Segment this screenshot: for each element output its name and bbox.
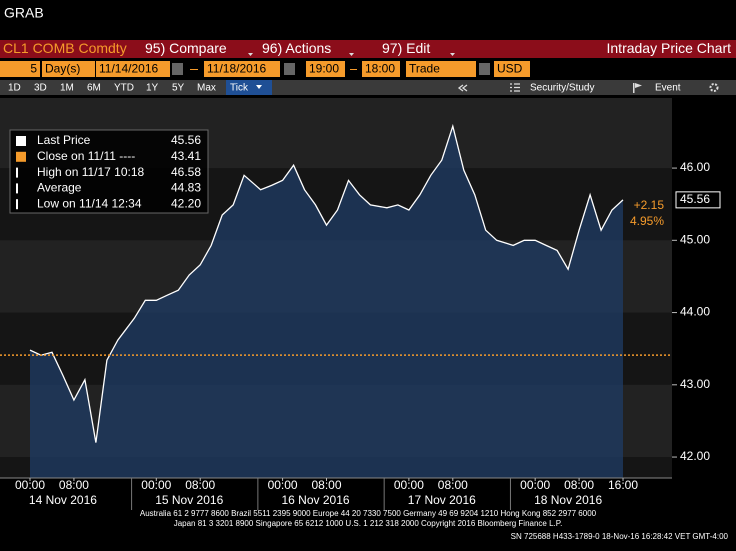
- ticker[interactable]: CL1 COMB Comdty: [3, 40, 127, 56]
- range-button[interactable]: Max: [197, 83, 216, 94]
- area: [30, 126, 623, 478]
- legend-swatch: [16, 183, 18, 194]
- legend-value: 46.58: [171, 165, 201, 179]
- y-tick-label: 46.00: [680, 160, 710, 174]
- y-tick-label: 43.00: [680, 377, 710, 391]
- field-field[interactable]: Trade: [409, 62, 440, 76]
- legend-label: Close on 11/11 ----: [37, 149, 135, 163]
- tool-button[interactable]: Event: [655, 83, 681, 94]
- range-button[interactable]: Tick: [230, 83, 249, 94]
- field-from[interactable]: 19:00: [309, 62, 339, 76]
- y-tick-label: 45.00: [680, 232, 710, 246]
- settings-icon[interactable]: [709, 83, 719, 92]
- legend-value: 45.56: [171, 133, 201, 147]
- legend-box: [9, 129, 209, 214]
- icons: [248, 53, 719, 93]
- dropdown-arrow: [248, 53, 253, 56]
- legend-swatch: [16, 167, 18, 178]
- last-price-label: 45.56: [680, 192, 710, 206]
- x-group-label: 14 Nov 2016: [29, 493, 97, 507]
- legend-swatch: [16, 151, 26, 162]
- flag-icon: [635, 83, 642, 88]
- x-tick-label: 08:00: [59, 478, 89, 492]
- legend-label: High on 11/17 10:18: [37, 165, 145, 179]
- range-button[interactable]: 1D: [8, 83, 21, 94]
- legend-swatch: [16, 136, 26, 146]
- range-button[interactable]: 3D: [34, 83, 47, 94]
- dropdown-arrow: [450, 53, 455, 56]
- field-box[interactable]: [406, 61, 476, 77]
- field-end[interactable]: 11/18/2016: [207, 62, 266, 76]
- x-tick-label: 00:00: [15, 478, 45, 492]
- tool-button[interactable]: Security/Study: [530, 83, 594, 94]
- menu-item[interactable]: 95) Compare: [145, 40, 227, 56]
- field-days[interactable]: 5: [30, 62, 37, 76]
- legend-label: Average: [37, 181, 82, 195]
- field-icon[interactable]: [479, 63, 490, 75]
- x-tick-label: 00:00: [141, 478, 171, 492]
- menu-bar: [0, 40, 736, 58]
- legend-swatch: [16, 199, 18, 210]
- dropdown-arrow: [349, 53, 354, 56]
- field-box[interactable]: [204, 61, 280, 77]
- field-box[interactable]: [362, 61, 400, 77]
- legend-label: Low on 11/14 12:34: [37, 196, 142, 210]
- x-group-label: 18 Nov 2016: [534, 493, 602, 507]
- field-start[interactable]: 11/14/2016: [99, 62, 158, 76]
- legend-value: 42.20: [171, 196, 201, 210]
- field-box[interactable]: [494, 61, 530, 77]
- x-tick-label: 08:00: [185, 478, 215, 492]
- last-price-box: [675, 191, 721, 209]
- legend-value: 44.83: [171, 181, 201, 195]
- field-box[interactable]: [306, 61, 345, 77]
- flag-icon[interactable]: [633, 83, 635, 93]
- price-line: [29, 123, 624, 443]
- range-bar: [0, 80, 736, 95]
- list-icon: [510, 83, 520, 92]
- x-tick-label: 08:00: [311, 478, 341, 492]
- collapse-icon[interactable]: [457, 84, 468, 92]
- field-box[interactable]: [42, 61, 95, 77]
- footer-text: SN 725688 H433-1789-0 18-Nov-16 16:28:42…: [511, 532, 729, 541]
- y-tick-label: 42.00: [680, 449, 710, 463]
- range-button[interactable]: YTD: [114, 83, 134, 94]
- y-tick-label: 44.00: [680, 305, 710, 319]
- change-pct-label: 4.95%: [630, 214, 664, 228]
- field-box[interactable]: [96, 61, 170, 77]
- x-group-label: 16 Nov 2016: [281, 493, 349, 507]
- x-tick-label: 08:00: [438, 478, 468, 492]
- footer-text: Australia 61 2 9777 8600 Brazil 5511 239…: [140, 509, 597, 518]
- menu-item[interactable]: 97) Edit: [382, 40, 430, 56]
- field-icon[interactable]: [284, 63, 295, 75]
- x-tick-label: 16:00: [608, 478, 638, 492]
- field-to[interactable]: 18:00: [365, 62, 395, 76]
- x-tick-label: 00:00: [520, 478, 550, 492]
- x-tick-label: 00:00: [394, 478, 424, 492]
- range-button[interactable]: 1M: [60, 83, 74, 94]
- range-button[interactable]: 5Y: [172, 83, 185, 94]
- menu-item[interactable]: 96) Actions: [262, 40, 331, 56]
- chart-name: Intraday Price Chart: [607, 40, 732, 56]
- x-tick-label: 00:00: [268, 478, 298, 492]
- range-selected[interactable]: [226, 80, 272, 95]
- dropdown-arrow: [256, 85, 262, 89]
- field-icon[interactable]: [172, 63, 183, 75]
- x-group-label: 15 Nov 2016: [155, 493, 223, 507]
- field-box[interactable]: [0, 61, 40, 77]
- range-button[interactable]: 1Y: [146, 83, 159, 94]
- footer-text: Japan 81 3 3201 8900 Singapore 65 6212 1…: [174, 519, 563, 528]
- window-title: GRAB: [4, 5, 44, 21]
- change-label: +2.15: [634, 198, 665, 212]
- legend-label: Last Price: [37, 133, 91, 147]
- x-tick-label: 08:00: [564, 478, 594, 492]
- field-currency[interactable]: USD: [497, 62, 523, 76]
- range-button[interactable]: 6M: [87, 83, 101, 94]
- legend-value: 43.41: [171, 149, 201, 163]
- field-unit[interactable]: Day(s): [45, 62, 80, 76]
- x-group-label: 17 Nov 2016: [408, 493, 476, 507]
